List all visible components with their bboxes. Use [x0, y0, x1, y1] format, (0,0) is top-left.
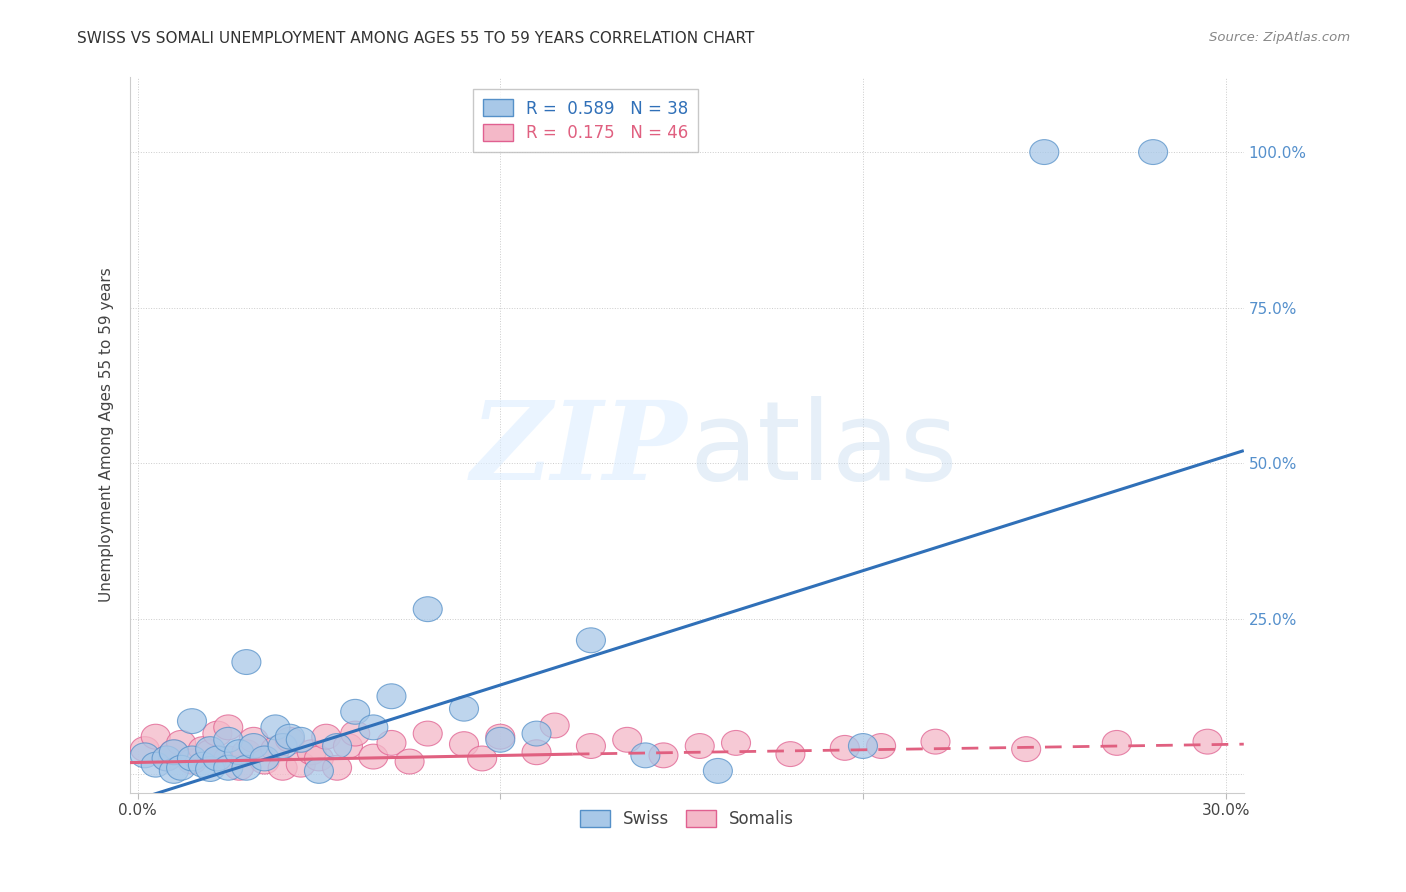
Ellipse shape — [613, 727, 641, 752]
Ellipse shape — [685, 733, 714, 758]
Ellipse shape — [1139, 140, 1167, 164]
Ellipse shape — [262, 714, 290, 739]
Ellipse shape — [152, 746, 181, 771]
Ellipse shape — [540, 713, 569, 738]
Ellipse shape — [377, 731, 406, 756]
Ellipse shape — [202, 746, 232, 771]
Ellipse shape — [395, 749, 425, 774]
Ellipse shape — [703, 758, 733, 783]
Ellipse shape — [269, 733, 297, 758]
Ellipse shape — [866, 733, 896, 758]
Ellipse shape — [450, 697, 478, 721]
Ellipse shape — [377, 684, 406, 709]
Ellipse shape — [159, 758, 188, 783]
Ellipse shape — [202, 721, 232, 746]
Ellipse shape — [776, 741, 804, 766]
Ellipse shape — [239, 733, 269, 758]
Ellipse shape — [340, 721, 370, 746]
Ellipse shape — [831, 735, 859, 760]
Ellipse shape — [1102, 731, 1132, 756]
Ellipse shape — [1194, 730, 1222, 754]
Ellipse shape — [359, 714, 388, 739]
Ellipse shape — [177, 746, 207, 771]
Ellipse shape — [269, 756, 297, 780]
Ellipse shape — [232, 649, 262, 674]
Ellipse shape — [468, 746, 496, 771]
Ellipse shape — [262, 737, 290, 762]
Ellipse shape — [250, 749, 278, 774]
Ellipse shape — [340, 699, 370, 724]
Ellipse shape — [650, 743, 678, 768]
Ellipse shape — [413, 597, 443, 622]
Ellipse shape — [188, 752, 218, 777]
Ellipse shape — [225, 739, 253, 764]
Text: SWISS VS SOMALI UNEMPLOYMENT AMONG AGES 55 TO 59 YEARS CORRELATION CHART: SWISS VS SOMALI UNEMPLOYMENT AMONG AGES … — [77, 31, 755, 46]
Ellipse shape — [485, 724, 515, 749]
Ellipse shape — [305, 758, 333, 783]
Ellipse shape — [276, 727, 305, 752]
Ellipse shape — [450, 731, 478, 756]
Ellipse shape — [152, 746, 181, 771]
Ellipse shape — [413, 721, 443, 746]
Ellipse shape — [322, 733, 352, 758]
Ellipse shape — [131, 743, 159, 768]
Ellipse shape — [195, 739, 225, 764]
Ellipse shape — [921, 730, 950, 754]
Ellipse shape — [631, 743, 659, 768]
Ellipse shape — [312, 724, 340, 749]
Y-axis label: Unemployment Among Ages 55 to 59 years: Unemployment Among Ages 55 to 59 years — [100, 268, 114, 602]
Ellipse shape — [359, 744, 388, 769]
Ellipse shape — [276, 724, 305, 749]
Ellipse shape — [159, 739, 188, 764]
Ellipse shape — [188, 737, 218, 762]
Ellipse shape — [214, 756, 243, 780]
Legend: Swiss, Somalis: Swiss, Somalis — [574, 803, 801, 834]
Ellipse shape — [195, 737, 225, 762]
Ellipse shape — [239, 727, 269, 752]
Ellipse shape — [848, 733, 877, 758]
Ellipse shape — [1029, 140, 1059, 164]
Ellipse shape — [131, 737, 159, 762]
Ellipse shape — [576, 628, 606, 653]
Ellipse shape — [333, 733, 363, 758]
Text: atlas: atlas — [689, 396, 957, 503]
Ellipse shape — [166, 731, 195, 756]
Ellipse shape — [141, 724, 170, 749]
Ellipse shape — [195, 756, 225, 781]
Ellipse shape — [214, 746, 243, 771]
Ellipse shape — [225, 756, 253, 780]
Ellipse shape — [305, 746, 333, 771]
Ellipse shape — [522, 739, 551, 764]
Ellipse shape — [522, 721, 551, 746]
Ellipse shape — [287, 752, 315, 777]
Ellipse shape — [177, 749, 207, 774]
Ellipse shape — [287, 727, 315, 752]
Ellipse shape — [576, 733, 606, 758]
Text: Source: ZipAtlas.com: Source: ZipAtlas.com — [1209, 31, 1350, 45]
Ellipse shape — [159, 739, 188, 764]
Ellipse shape — [214, 727, 243, 752]
Ellipse shape — [141, 752, 170, 777]
Ellipse shape — [250, 746, 278, 771]
Ellipse shape — [485, 727, 515, 752]
Ellipse shape — [232, 739, 262, 764]
Ellipse shape — [297, 739, 326, 764]
Text: ZIP: ZIP — [471, 395, 688, 503]
Ellipse shape — [214, 714, 243, 739]
Ellipse shape — [177, 709, 207, 733]
Ellipse shape — [322, 756, 352, 780]
Ellipse shape — [232, 756, 262, 780]
Ellipse shape — [721, 731, 751, 756]
Ellipse shape — [1012, 737, 1040, 762]
Ellipse shape — [166, 756, 195, 780]
